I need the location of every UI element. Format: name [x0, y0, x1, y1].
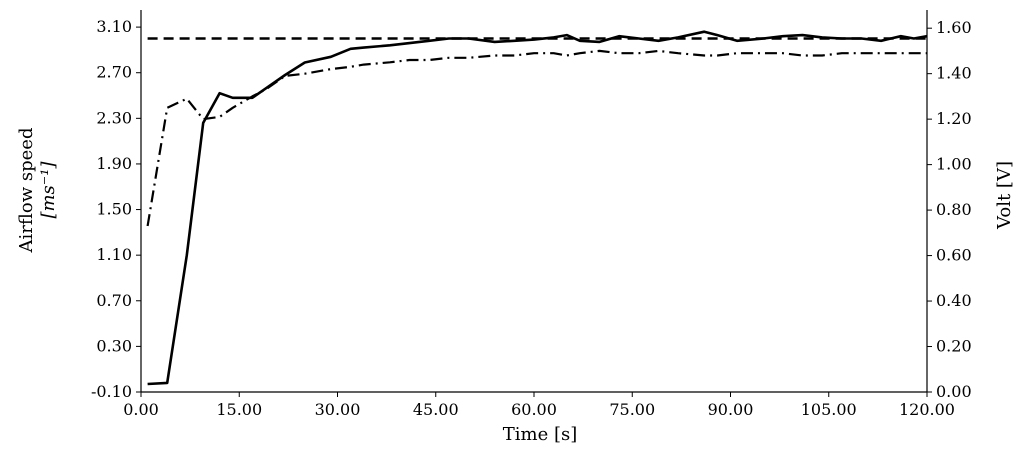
y-right-tick-label: 0.40	[936, 291, 972, 310]
y-left-tick-label: 2.30	[96, 108, 132, 127]
axes: 0.00 15.00 30.00 45.00 60.00 75.00 90.00 105.00…	[91, 10, 972, 419]
y-left-tick-label: 3.10	[96, 17, 132, 36]
y-left-tick-label: 2.70	[96, 63, 132, 82]
y-right-tick-label: 0.20	[936, 337, 972, 356]
x-tick-label: 30.00	[315, 400, 361, 419]
y-right-tick-label: 0.80	[936, 200, 972, 219]
y-left-tick-label: 1.50	[96, 200, 132, 219]
series-line-solid	[147, 30, 928, 386]
y-left-tick-label: 0.70	[96, 291, 132, 310]
labels: Time [s] Airflow speed [ms⁻¹] Volt [V]	[16, 128, 1015, 445]
series-layer	[146, 30, 928, 386]
y-right-tick-label: 1.00	[936, 155, 972, 174]
x-tick-label: 15.00	[216, 400, 262, 419]
x-tick-label: 60.00	[511, 400, 557, 419]
x-tick-label: 45.00	[413, 400, 459, 419]
y-right-tick-label: 1.40	[936, 64, 972, 83]
y-right-tick-label: 0.00	[936, 382, 972, 401]
y-left-tick-label: -0.10	[91, 382, 132, 401]
y-right-axis-title: Volt [V]	[994, 161, 1015, 230]
x-tick-label: 0.00	[123, 400, 159, 419]
series-line-dash-dot	[146, 49, 927, 227]
y-left-axis-title-line1: Airflow speed	[16, 128, 37, 254]
y-left-tick-label: 1.90	[96, 154, 132, 173]
x-tick-label: 90.00	[708, 400, 754, 419]
y-left-tick-label: 0.30	[96, 336, 132, 355]
y-right-tick-label: 0.60	[936, 246, 972, 265]
x-axis-title: Time [s]	[503, 424, 578, 445]
y-right-tick-label: 1.60	[936, 18, 972, 37]
x-tick-label: 120.00	[899, 400, 955, 419]
y-left-tick-label: 1.10	[96, 245, 132, 264]
x-tick-label: 105.00	[801, 400, 857, 419]
y-right-tick-label: 1.20	[936, 109, 972, 128]
x-tick-label: 75.00	[609, 400, 655, 419]
y-left-axis-title-line2: [ms⁻¹]	[38, 160, 59, 218]
